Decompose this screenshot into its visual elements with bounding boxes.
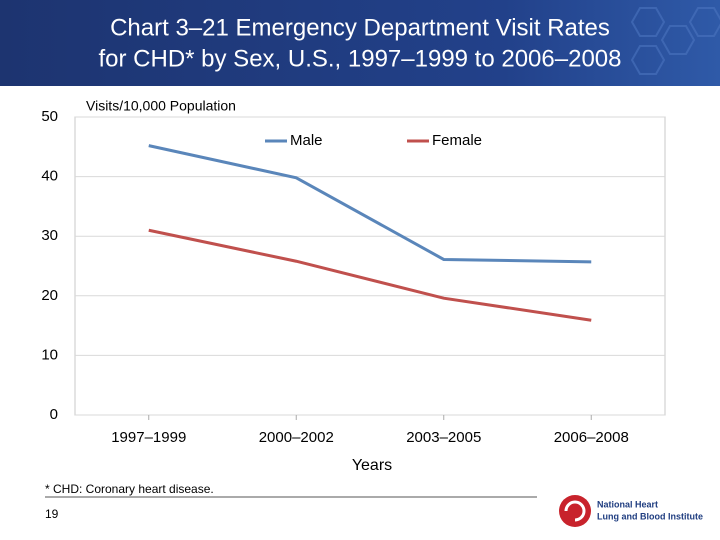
y-tick-label: 10: [41, 346, 58, 363]
footnote: * CHD: Coronary heart disease.: [45, 482, 214, 496]
chart-title: Chart 3–21 Emergency Department Visit Ra…: [110, 14, 610, 41]
y-axis-label: Visits/10,000 Population: [86, 98, 236, 114]
logo-text: Lung and Blood Institute: [597, 511, 703, 521]
logo-text: National Heart: [597, 499, 658, 509]
x-tick-label: 1997–1999: [111, 429, 186, 446]
x-tick-label: 2000–2002: [259, 429, 334, 446]
x-tick-label: 2003–2005: [406, 429, 481, 446]
y-tick-label: 40: [41, 168, 58, 185]
page-number: 19: [45, 507, 59, 521]
header-pattern: [630, 7, 720, 75]
series-line: [148, 144, 592, 264]
x-tick-label: 2006–2008: [554, 429, 629, 446]
y-tick-label: 30: [41, 227, 58, 244]
chart-title: for CHD* by Sex, U.S., 1997–1999 to 2006…: [98, 45, 621, 72]
series-line: [148, 228, 592, 322]
y-tick-label: 50: [41, 108, 58, 125]
header-band: [0, 0, 720, 86]
logo-icon: [559, 495, 591, 527]
y-tick-label: 20: [41, 287, 58, 304]
plot-area: [74, 116, 666, 416]
legend-label: Female: [432, 132, 482, 149]
y-tick-label: 0: [50, 406, 58, 423]
legend-label: Male: [290, 132, 323, 149]
x-axis-label: Years: [352, 457, 392, 474]
logo-mark: [564, 500, 586, 522]
logo: National Heart Lung and Blood Institute: [559, 495, 703, 527]
